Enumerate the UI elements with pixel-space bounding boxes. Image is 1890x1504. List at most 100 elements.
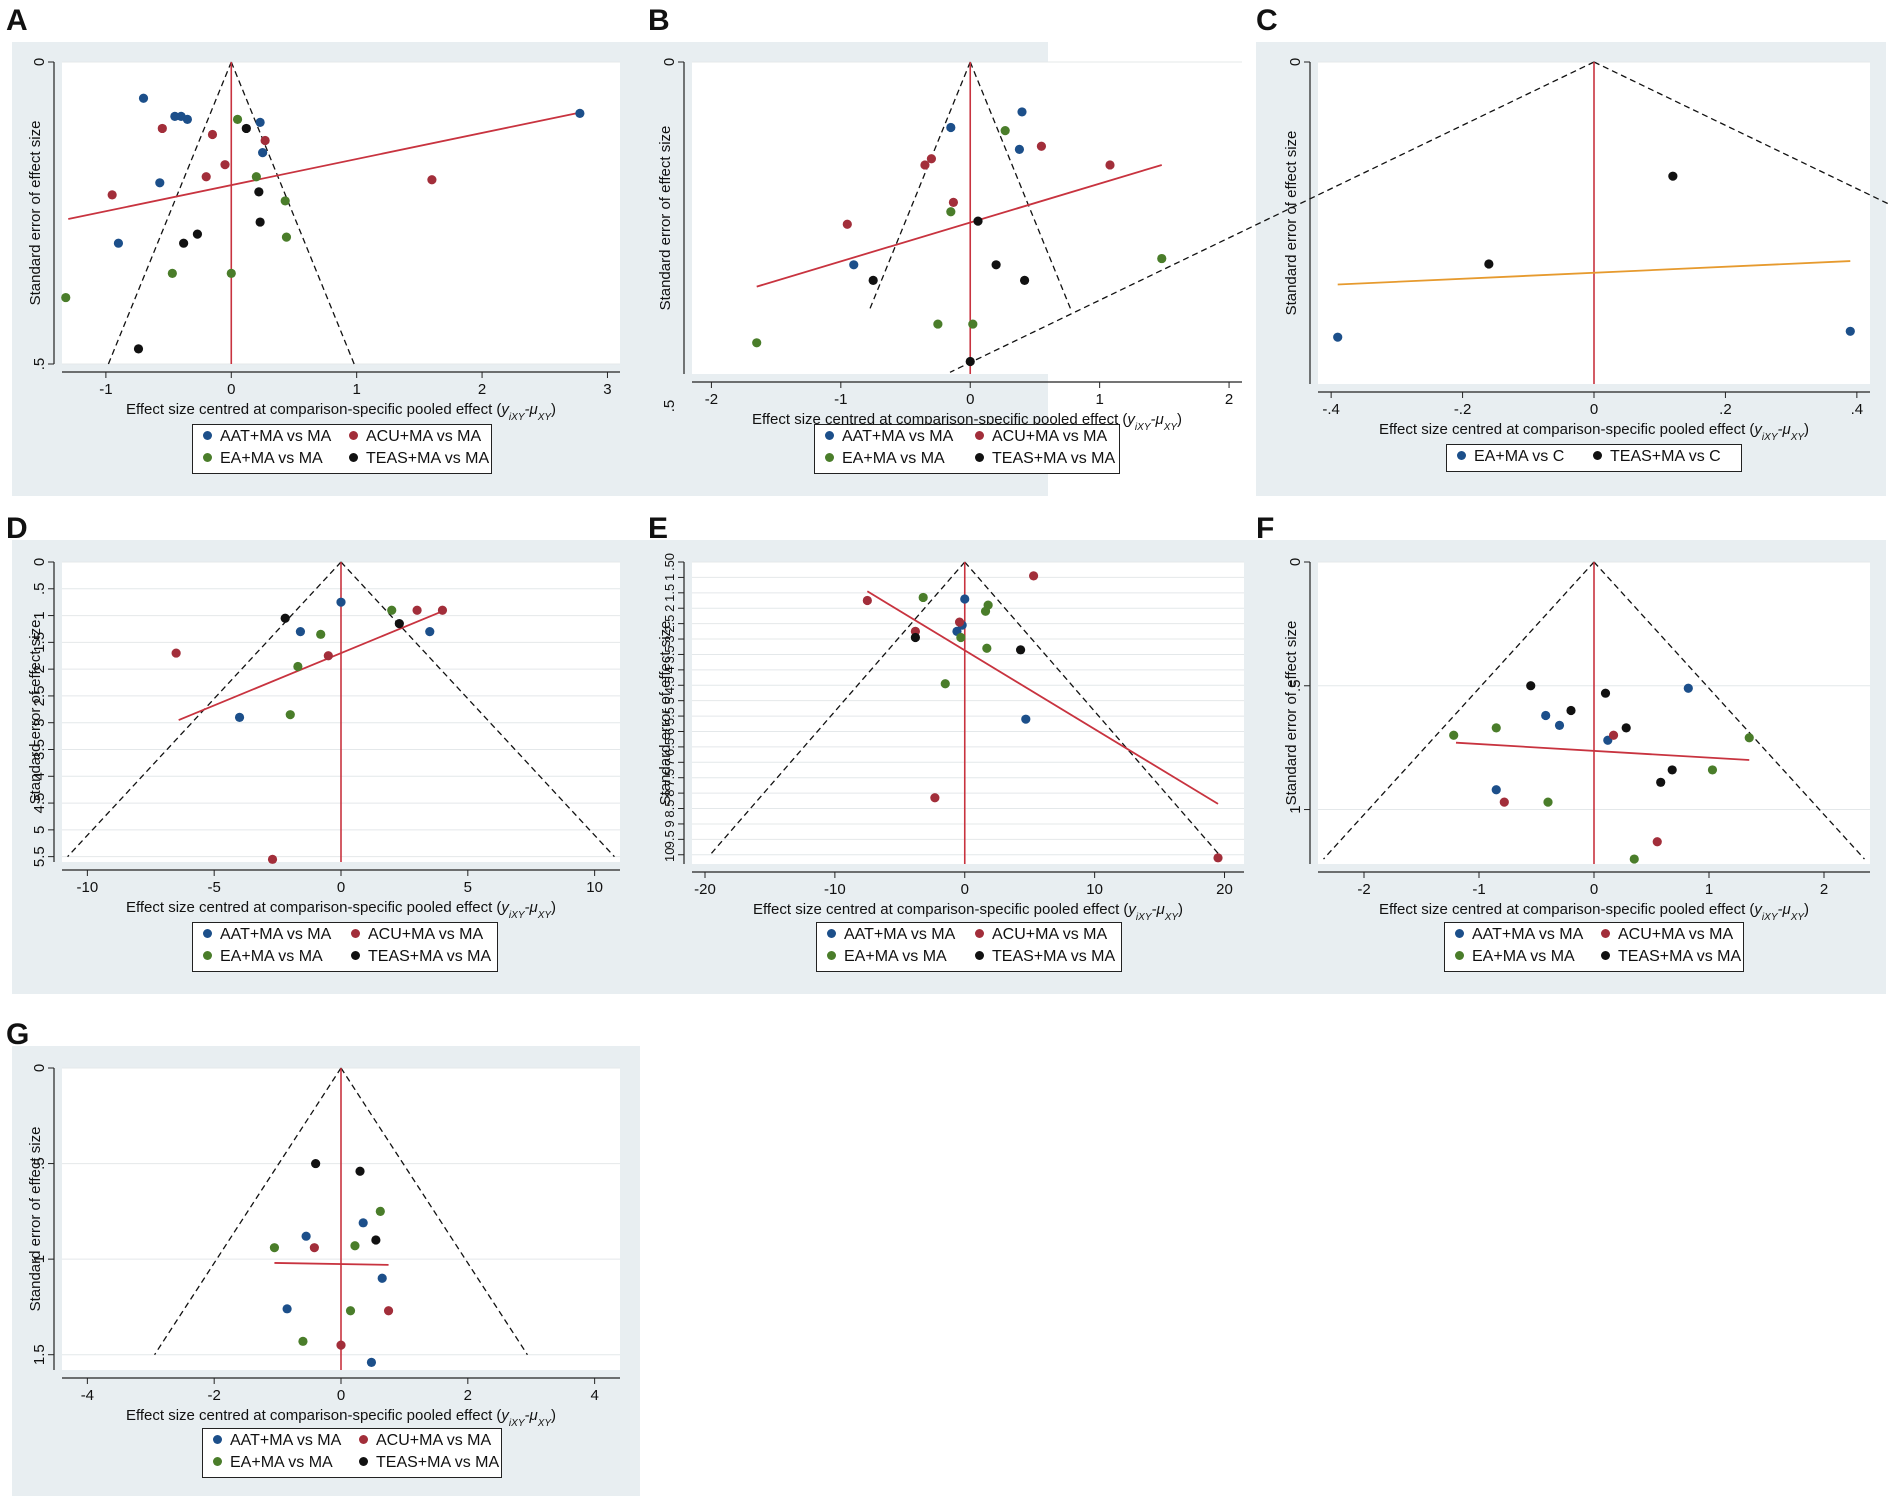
panel-b-plot: 0 -2 -1 0 1 2 Standard error of effect size Eff… (657, 58, 1242, 433)
data-point-ea-ma-vs-ma (345, 1306, 356, 1316)
data-point-teas-ma-vs-ma (311, 1158, 321, 1169)
data-point-acu-ma-vs-ma (157, 123, 167, 134)
data-point-ea-ma-vs-ma (281, 232, 292, 242)
panel-e-plot: .5011.522.533.544.555.566.577.588.599.51… (657, 553, 1244, 923)
y-tick-label: .50 (662, 553, 677, 571)
legend-dot-acu (349, 431, 358, 441)
y-tick-label: 1.5 (662, 584, 677, 602)
y-tick-label: 1 (31, 611, 48, 619)
y-tick-label: 4.5 (662, 676, 677, 694)
y-axis-title: Standard error of effect size (657, 126, 674, 311)
funnel-left-line (868, 61, 971, 312)
x-axis-title: Effect size centred at comparison-specif… (126, 1407, 556, 1429)
data-point-ea-ma-vs-ma (251, 172, 261, 182)
data-point-acu-ma-vs-ma (412, 605, 422, 615)
data-point-aat-ma-vs-ma (155, 178, 165, 188)
x-axis-title-part: ) (551, 899, 556, 916)
x-tick-label: -20 (694, 881, 716, 898)
legend-e-item-aat: AAT+MA vs MA (827, 926, 955, 944)
data-point-acu-ma-vs-ma (862, 595, 872, 606)
legend-a-item-teas: TEAS+MA vs MA (349, 450, 489, 468)
legend-dot-teas (975, 453, 984, 463)
y-tick-label: 4.5 (31, 793, 48, 814)
legend-dot-acu (351, 929, 360, 939)
y-tick-label: 3.5 (31, 739, 48, 760)
data-point-teas-ma-vs-ma (394, 619, 404, 629)
regression-line (866, 590, 1219, 805)
y-tick-label: 2.5 (662, 615, 677, 633)
legend-dot-teas (349, 453, 358, 463)
data-point-ea-ma-vs-ma (1744, 733, 1754, 743)
data-point-teas-ma-vs-ma (991, 260, 1001, 270)
y-tick-label: 9.5 (662, 830, 677, 848)
panel-letter-g: G (6, 1018, 30, 1051)
legend-d-item-ea: EA+MA vs MA (203, 948, 323, 966)
x-tick-label: 2 (1820, 881, 1828, 898)
legend-g-item-teas: TEAS+MA vs MA (359, 1454, 499, 1472)
regression-line (1337, 260, 1851, 286)
x-axis-title: Effect size centred at comparison-specif… (126, 899, 556, 921)
legend-dot-acu (975, 929, 984, 939)
data-point-aat-ma-vs-ma (1014, 144, 1025, 154)
x-axis-title-part: y (500, 401, 510, 418)
data-point-ea-ma-vs-ma (280, 196, 290, 206)
data-point-acu-ma-vs-ma (930, 793, 940, 803)
y-tick-label: 1.5 (31, 632, 48, 653)
data-point-aat-ma-vs-ma (138, 93, 149, 103)
data-point-teas-ma-vs-ma (973, 216, 983, 226)
panel-letter-e: E (648, 512, 669, 545)
x-axis-title-part: iXY (1762, 912, 1779, 923)
y-tick-label: 2 (31, 665, 48, 673)
legend-e: AAT+MA vs MA ACU+MA vs MA EA+MA vs MA TE… (816, 922, 1122, 972)
legend-g-item-aat: AAT+MA vs MA (213, 1432, 341, 1450)
legend-f-item-aat: AAT+MA vs MA (1455, 926, 1583, 944)
data-point-ea-ma-vs-ma (752, 338, 762, 348)
funnel-left-line (709, 561, 966, 856)
legend-f: AAT+MA vs MA ACU+MA vs MA EA+MA vs MA TE… (1444, 922, 1744, 972)
x-axis-title-part: XY (537, 910, 553, 921)
y-tick-label: 0 (1287, 558, 1304, 566)
y-tick-label: 2 (662, 605, 677, 612)
y-tick-label: 0 (661, 58, 678, 66)
legend-d-item-teas: TEAS+MA vs MA (351, 948, 491, 966)
x-axis-title-part: ) (1804, 901, 1809, 918)
panel-g-plot: 0 .5 1 1.5 -4 -2 0 2 4 Standard error of effect s… (27, 1064, 620, 1429)
y-tick-label: 3.5 (662, 645, 677, 663)
x-tick-label: 0 (966, 391, 974, 408)
data-point-acu-ma-vs-ma (336, 1340, 346, 1350)
x-tick-label: -1 (99, 381, 112, 398)
y-axis-title: Standard error of effect size (27, 1127, 44, 1312)
data-point-ea-ma-vs-ma (316, 629, 326, 639)
x-axis-title: Effect size centred at comparison-specif… (753, 901, 1183, 923)
x-axis-title: Effect size centred at comparison-specif… (126, 401, 556, 423)
panel-a-plot-area (62, 62, 620, 364)
data-point-ea-ma-vs-ma (1707, 765, 1718, 775)
y-tick-label: 4 (662, 666, 677, 673)
data-point-ea-ma-vs-ma (61, 292, 71, 303)
data-point-ea-ma-vs-ma (226, 268, 236, 278)
funnel-right-line (969, 61, 1073, 312)
legend-f-item-ea: EA+MA vs MA (1455, 948, 1575, 966)
legend-dot-ea-c (1457, 451, 1466, 461)
x-axis-title-part: XY (1790, 912, 1806, 923)
legend-c: EA+MA vs C TEAS+MA vs C (1446, 444, 1742, 472)
y-tick-label: 8 (662, 790, 677, 797)
data-point-ea-ma-vs-ma (940, 679, 950, 689)
legend-dot-ea (203, 951, 212, 961)
y-tick-label: 2.5 (31, 685, 48, 706)
funnel-left-line (1323, 561, 1595, 860)
x-axis-title-part: ) (551, 1407, 556, 1424)
x-axis-title: Effect size centred at comparison-specif… (1379, 901, 1809, 923)
x-axis-title-part: XY (537, 412, 553, 423)
x-axis-title-part: Effect size centred at comparison-specif… (1379, 901, 1754, 918)
data-point-acu-ma-vs-ma (201, 172, 211, 182)
x-axis-title-part: iXY (509, 412, 526, 423)
data-point-teas-ma-vs-c (1668, 171, 1678, 181)
x-tick-label: -2 (208, 1387, 221, 1404)
data-point-aat-ma-vs-ma (1683, 683, 1693, 693)
data-point-acu-ma-vs-ma (171, 648, 181, 658)
x-tick-label: 0 (1590, 401, 1598, 418)
legend-b: AAT+MA vs MA ACU+MA vs MA EA+MA vs MA TE… (814, 424, 1120, 474)
x-tick-label: 0 (1590, 881, 1598, 898)
x-tick-label: 10 (586, 879, 603, 896)
